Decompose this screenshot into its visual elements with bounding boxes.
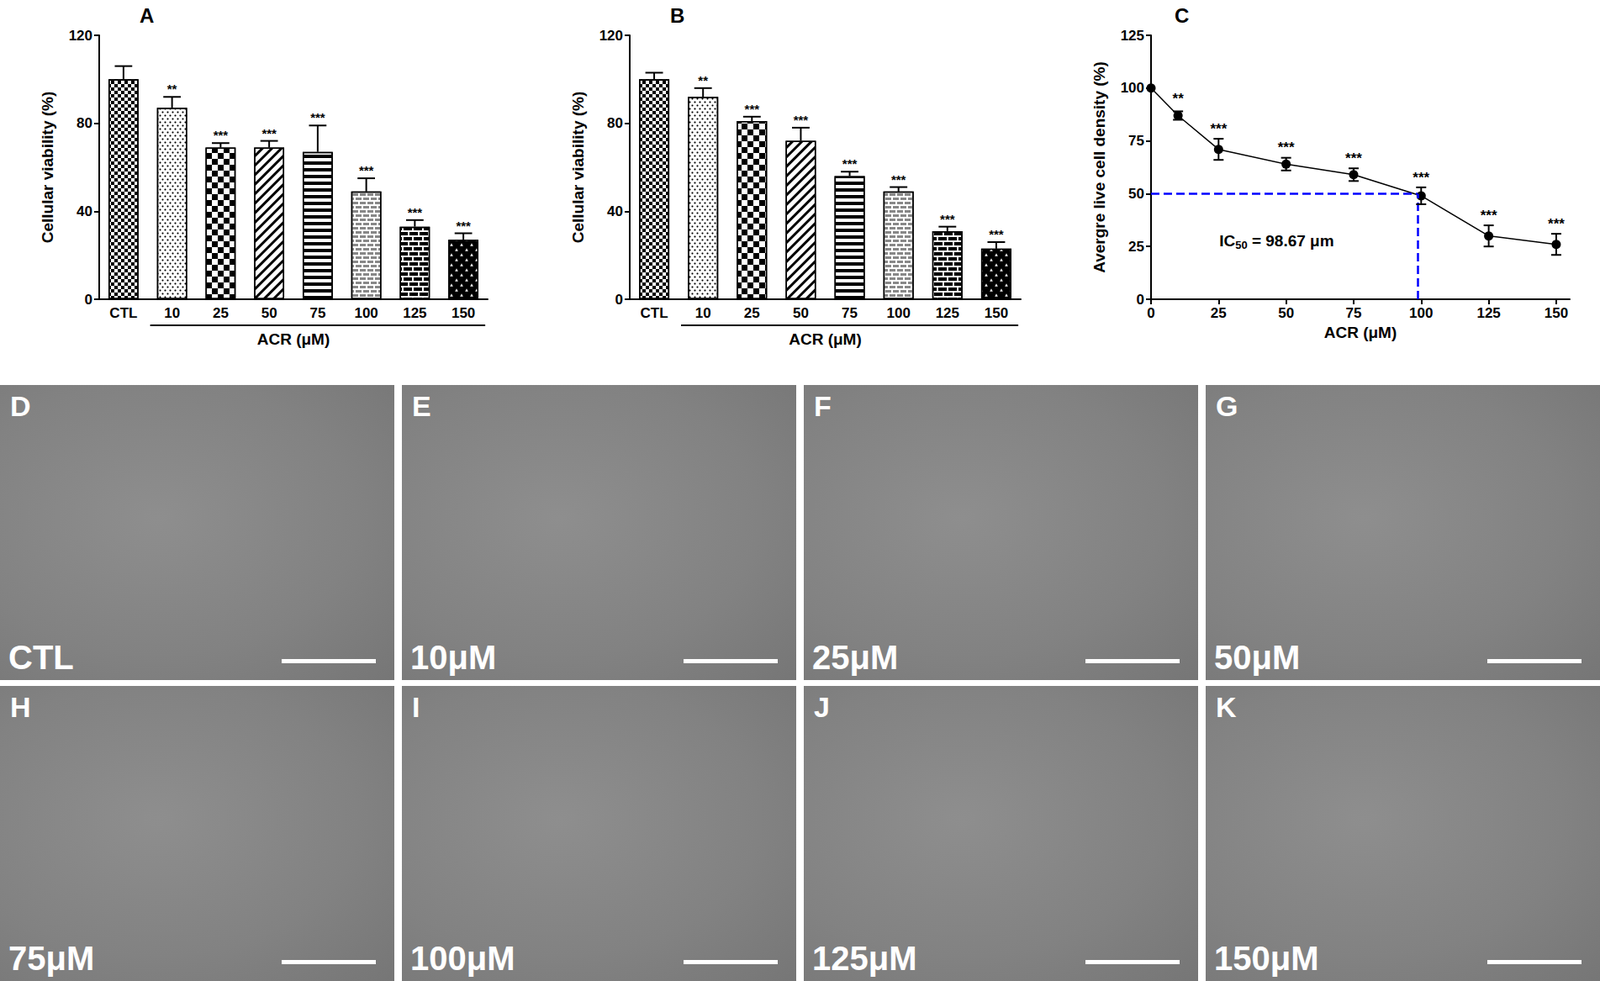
svg-text:***: *** (1277, 139, 1295, 156)
svg-text:50: 50 (1277, 305, 1294, 322)
svg-text:120: 120 (68, 27, 93, 44)
svg-text:80: 80 (76, 115, 93, 132)
svg-text:CTL: CTL (109, 305, 138, 322)
html-text:100μM: 100μM (410, 939, 515, 977)
html-text:H: H (10, 691, 31, 724)
html-text:150μM: 150μM (1214, 939, 1319, 977)
svg-text:Cellular viability (%): Cellular viability (%) (38, 91, 57, 244)
svg-text:125: 125 (1120, 27, 1145, 44)
svg-text:= 98.67 μm: = 98.67 μm (1247, 232, 1335, 250)
svg-text:***: *** (793, 112, 809, 127)
html-text:D: D (10, 390, 31, 423)
svg-text:50: 50 (792, 305, 809, 322)
svg-text:ACR (μM): ACR (μM) (257, 330, 331, 349)
svg-text:10: 10 (695, 305, 712, 322)
html-text:I: I (411, 691, 420, 724)
svg-text:75: 75 (1128, 132, 1145, 149)
svg-text:***: *** (988, 227, 1004, 242)
svg-text:***: *** (891, 172, 907, 187)
svg-text:***: *** (1480, 207, 1498, 224)
html-text:CTL: CTL (8, 638, 74, 676)
svg-text:50: 50 (1128, 185, 1145, 202)
svg-text:ACR (μM): ACR (μM) (1324, 323, 1398, 342)
svg-text:C: C (1174, 4, 1189, 27)
svg-text:CTL: CTL (640, 305, 669, 322)
svg-text:**: ** (697, 73, 708, 88)
svg-text:0: 0 (1136, 291, 1145, 308)
svg-text:***: *** (261, 126, 277, 141)
svg-text:***: *** (1547, 216, 1565, 233)
html-text:G: G (1215, 390, 1239, 423)
svg-text:120: 120 (599, 27, 624, 44)
html-text:E: E (411, 390, 432, 423)
svg-text:100: 100 (1120, 79, 1145, 96)
svg-text:0: 0 (84, 291, 93, 308)
svg-text:75: 75 (309, 305, 326, 322)
svg-text:50: 50 (261, 305, 278, 322)
svg-text:0: 0 (1146, 305, 1155, 322)
svg-text:***: *** (1345, 150, 1363, 167)
svg-text:125: 125 (935, 305, 960, 322)
svg-text:***: *** (359, 163, 375, 178)
html-text:125μM: 125μM (812, 939, 917, 977)
html-text:10μM: 10μM (410, 638, 497, 676)
svg-text:***: *** (407, 205, 423, 220)
svg-text:0: 0 (615, 291, 624, 308)
html-text:K: K (1215, 691, 1237, 724)
html-text:75μM: 75μM (8, 939, 95, 977)
svg-text:***: *** (1412, 169, 1430, 186)
svg-text:***: *** (310, 110, 326, 125)
svg-text:10: 10 (163, 305, 180, 322)
svg-text:25: 25 (212, 305, 229, 322)
svg-text:IC: IC (1219, 232, 1236, 250)
svg-text:Cellular viability (%): Cellular viability (%) (569, 91, 587, 244)
svg-text:50: 50 (1235, 238, 1247, 252)
svg-text:100: 100 (887, 305, 911, 322)
svg-text:150: 150 (1544, 305, 1569, 322)
svg-text:B: B (670, 4, 685, 27)
svg-text:100: 100 (353, 305, 378, 322)
svg-text:150: 150 (984, 305, 1009, 322)
svg-text:***: *** (455, 218, 471, 233)
svg-text:150: 150 (451, 305, 476, 322)
svg-text:ACR (μM): ACR (μM) (788, 330, 862, 349)
svg-text:25: 25 (744, 305, 761, 322)
svg-text:**: ** (167, 81, 178, 96)
svg-text:40: 40 (607, 203, 624, 220)
svg-text:25: 25 (1128, 238, 1145, 255)
svg-text:***: *** (939, 211, 956, 227)
svg-text:125: 125 (402, 305, 427, 322)
html-text:25μM: 25μM (812, 638, 899, 676)
svg-text:25: 25 (1210, 305, 1227, 322)
svg-text:**: ** (1172, 90, 1185, 107)
svg-text:80: 80 (607, 115, 624, 132)
svg-text:75: 75 (1346, 305, 1363, 322)
html-text:J: J (813, 691, 830, 724)
svg-text:40: 40 (76, 203, 93, 220)
svg-text:***: *** (744, 101, 761, 117)
svg-text:A: A (139, 4, 154, 27)
svg-text:***: *** (842, 156, 858, 171)
html-text:F: F (813, 390, 832, 423)
svg-text:125: 125 (1476, 305, 1500, 322)
html-text:50μM: 50μM (1214, 638, 1301, 676)
svg-text:100: 100 (1409, 305, 1433, 322)
svg-text:***: *** (1209, 121, 1227, 138)
svg-text:***: *** (213, 127, 229, 143)
svg-text:75: 75 (841, 305, 858, 322)
svg-text:Avergre live cell density (%): Avergre live cell density (%) (1090, 61, 1109, 274)
